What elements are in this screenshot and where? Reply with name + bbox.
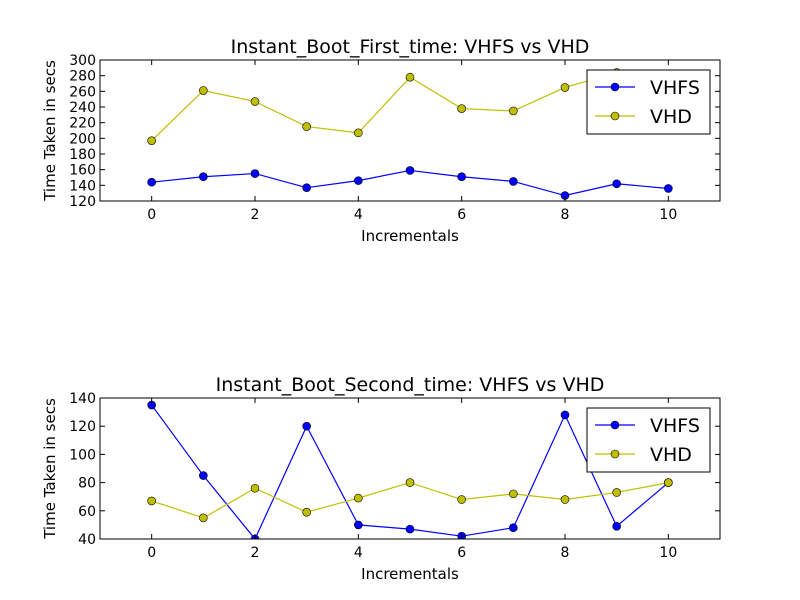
y-axis-label: Time Taken in secs: [41, 60, 59, 202]
y-tick-label: 40: [78, 532, 96, 548]
y-tick-label: 180: [69, 147, 96, 163]
data-point-vhd: [509, 489, 518, 499]
data-point-vhfs: [509, 523, 518, 533]
x-tick-label: 6: [457, 207, 466, 223]
chart-title: Instant_Boot_First_time: VHFS vs VHD: [231, 36, 590, 58]
y-tick-label: 160: [69, 163, 96, 179]
data-point-vhfs: [612, 522, 621, 531]
data-point-vhd: [405, 478, 415, 487]
y-tick-label: 220: [69, 116, 96, 132]
chart-title: Instant_Boot_Second_time: VHFS vs VHD: [216, 374, 605, 396]
data-point-vhfs: [199, 172, 208, 182]
data-point-vhd: [199, 86, 208, 95]
legend-marker-vhfs: [610, 420, 620, 430]
x-tick-label: 0: [147, 207, 156, 223]
data-point-vhd: [509, 106, 518, 116]
data-point-vhd: [457, 495, 466, 504]
axes-frame: [99, 397, 721, 540]
x-tick-label: 0: [147, 545, 156, 561]
legend-label-vhd: VHD: [650, 106, 692, 128]
y-tick-label: 60: [78, 504, 96, 520]
chart-2: Instant_Boot_Second_time: VHFS vs VHD 0 2 4…: [41, 374, 721, 583]
y-tick-label: 140: [69, 391, 96, 407]
data-point-vhfs: [405, 524, 415, 534]
data-point-vhfs: [199, 471, 208, 480]
y-tick-label: 140: [69, 178, 96, 194]
series-line-vhd: [151, 71, 617, 142]
plot-area: [147, 68, 673, 200]
y-tick-label: 200: [69, 131, 96, 147]
x-tick-label: 10: [659, 207, 677, 223]
x-tick-label: 8: [561, 207, 570, 223]
legend: VHFS VHD: [586, 69, 711, 135]
data-point-vhd: [457, 104, 466, 113]
x-axis-label: Incrementals: [361, 227, 459, 245]
data-point-vhfs: [354, 520, 363, 530]
y-tick-label: 80: [78, 476, 96, 492]
data-point-vhd: [612, 488, 621, 497]
x-tick-label: 10: [659, 545, 677, 561]
legend: VHFS VHD: [586, 407, 711, 473]
plot-area: [147, 400, 673, 539]
data-point-vhd: [664, 478, 673, 487]
data-point-vhd: [354, 493, 363, 503]
data-point-vhfs: [509, 177, 518, 186]
data-point-vhfs: [147, 177, 156, 187]
legend-marker-vhd: [610, 449, 620, 459]
chart-1: Instant_Boot_First_time: VHFS vs VHD 0 2 4 6…: [41, 36, 721, 245]
data-point-vhd: [147, 496, 156, 506]
y-tick-label: 100: [69, 447, 96, 463]
legend-marker-vhd: [610, 111, 620, 121]
x-tick-label: 2: [251, 545, 260, 561]
data-point-vhfs: [302, 183, 311, 192]
x-tick-label: 2: [251, 207, 260, 223]
data-point-vhd: [560, 83, 570, 92]
data-point-vhfs: [405, 166, 415, 175]
legend-label-vhfs: VHFS: [650, 77, 700, 99]
x-tick-label: 6: [457, 545, 466, 561]
data-point-vhfs: [457, 172, 466, 182]
x-axis-label: Incrementals: [361, 565, 459, 583]
data-point-vhd: [250, 97, 260, 106]
data-point-vhd: [405, 72, 415, 82]
data-point-vhd: [354, 128, 363, 138]
legend-box: [586, 407, 711, 473]
y-tick-label: 300: [69, 53, 96, 69]
data-point-vhfs: [250, 169, 260, 178]
y-axis-label: Time Taken in secs: [41, 398, 59, 540]
y-tick-label: 240: [69, 100, 96, 116]
legend-box: [586, 69, 711, 135]
y-tick-label: 120: [69, 419, 96, 435]
data-point-vhfs: [664, 184, 673, 193]
data-point-vhd: [147, 136, 156, 145]
y-tick-label: 260: [69, 84, 96, 100]
data-point-vhfs: [560, 410, 570, 420]
data-point-vhfs: [354, 176, 363, 185]
data-point-vhd: [199, 513, 208, 523]
x-tick-label: 8: [561, 545, 570, 561]
data-point-vhfs: [612, 179, 621, 189]
series-line-vhd: [151, 481, 669, 519]
data-point-vhd: [560, 495, 570, 504]
x-tick-label: 4: [354, 545, 363, 561]
legend-marker-vhfs: [610, 82, 620, 92]
x-tick-label: 4: [354, 207, 363, 223]
legend-label-vhfs: VHFS: [650, 415, 700, 437]
y-tick-label: 280: [69, 69, 96, 85]
data-point-vhd: [302, 507, 311, 517]
legend-label-vhd: VHD: [650, 444, 692, 466]
y-tick-label: 120: [69, 194, 96, 210]
data-point-vhd: [250, 483, 260, 493]
data-point-vhfs: [302, 421, 311, 431]
data-point-vhd: [302, 122, 311, 131]
axes-frame: [99, 59, 721, 202]
